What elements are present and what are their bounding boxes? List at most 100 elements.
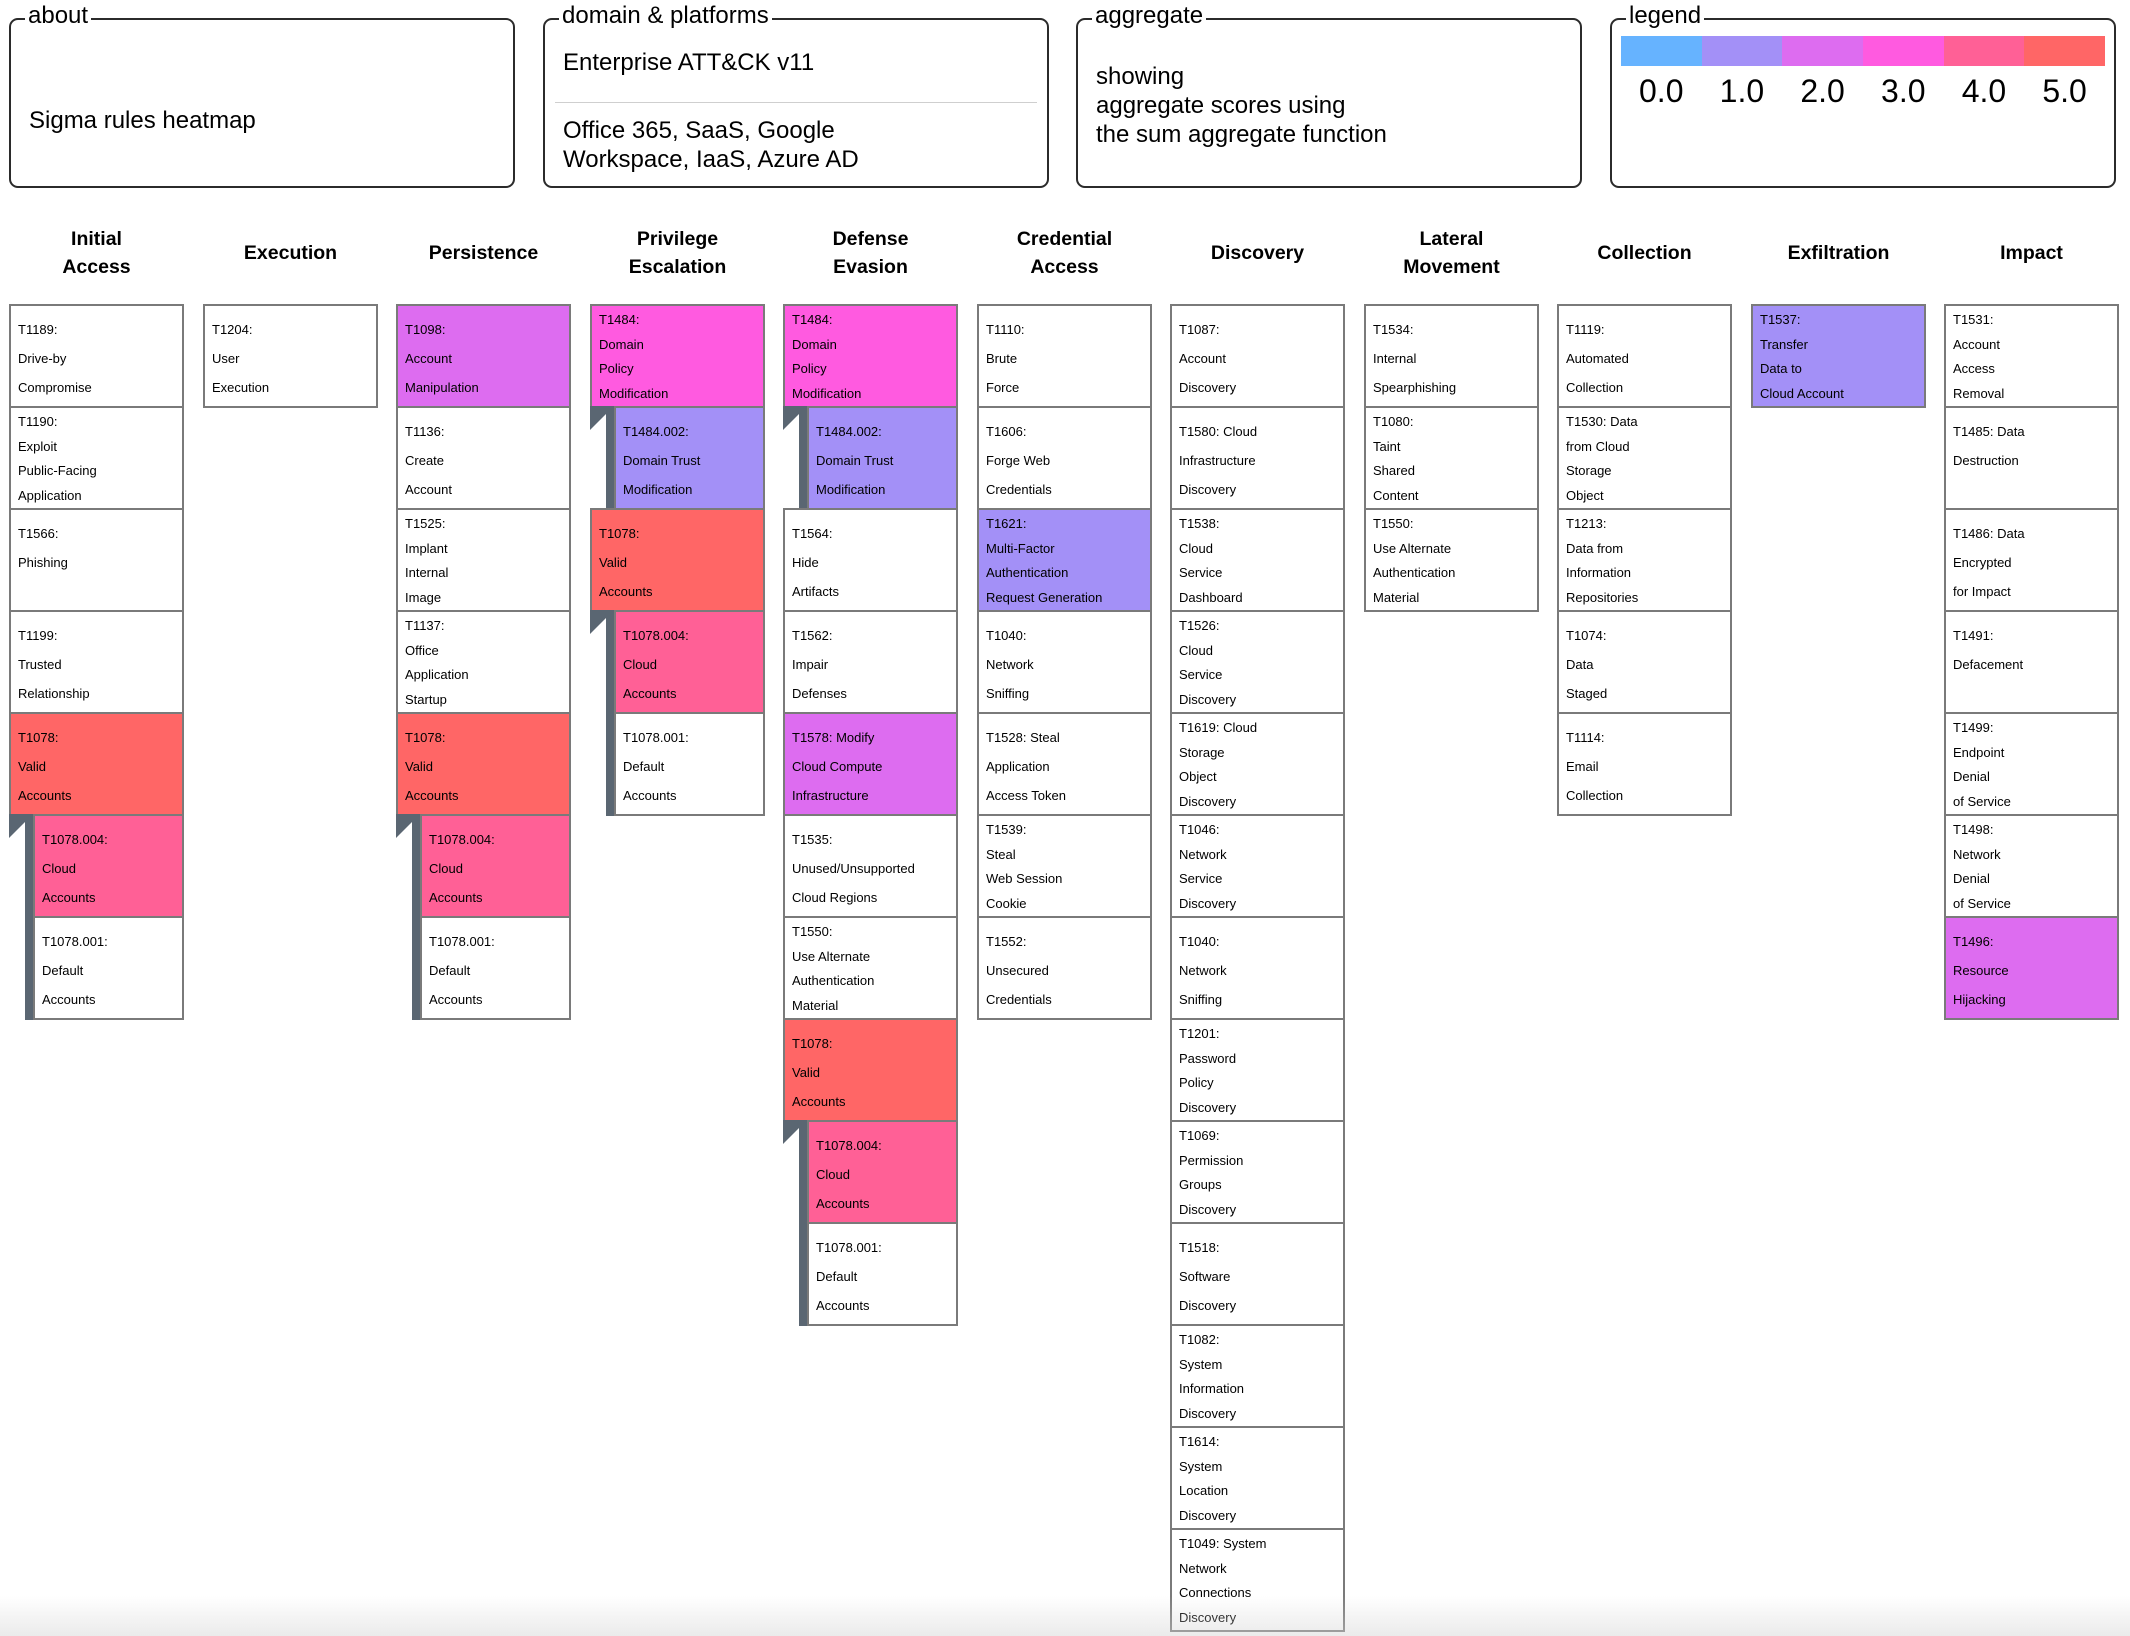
tactic-header[interactable]: Credential Access xyxy=(1016,228,1113,278)
technique-cell[interactable]: T1484: Domain Policy Modification xyxy=(783,304,958,408)
technique-label: T1049: System Network Connections Discov… xyxy=(1179,1536,1267,1625)
technique-cell[interactable]: T1499: Endpoint Denial of Service xyxy=(1944,712,2119,816)
tactic-header[interactable]: Initial Access xyxy=(62,228,131,278)
technique-cell[interactable]: T1566: Phishing xyxy=(9,508,184,612)
technique-cell[interactable]: T1078: Valid Accounts xyxy=(590,508,765,612)
tactic-header[interactable]: Lateral Movement xyxy=(1403,228,1500,278)
technique-label: T1078.001: Default Accounts xyxy=(816,1240,882,1313)
domain-title: domain & platforms xyxy=(559,2,772,30)
technique-cell[interactable]: T1199: Trusted Relationship xyxy=(9,610,184,714)
legend-swatch: 5.0 xyxy=(2024,36,2106,108)
legend-label: 5.0 xyxy=(2042,73,2087,109)
technique-cell[interactable]: T1204: User Execution xyxy=(203,304,378,408)
technique-cell[interactable]: T1078: Valid Accounts xyxy=(783,1018,958,1122)
tactic-header[interactable]: Impact xyxy=(2000,242,2063,264)
subtechnique-sidebar xyxy=(606,610,614,714)
technique-cell[interactable]: T1136: Create Account xyxy=(396,406,571,510)
technique-cell[interactable]: T1606: Forge Web Credentials xyxy=(977,406,1152,510)
technique-label: T1136: Create Account xyxy=(405,424,452,497)
subtechnique-cell[interactable]: T1078.001: Default Accounts xyxy=(807,1222,958,1326)
technique-label: T1578: Modify Cloud Compute Infrastructu… xyxy=(792,730,883,803)
technique-cell[interactable]: T1189: Drive-by Compromise xyxy=(9,304,184,408)
subtechnique-cell[interactable]: T1078.004: Cloud Accounts xyxy=(420,814,571,918)
subtechnique-cell[interactable]: T1078.004: Cloud Accounts xyxy=(33,814,184,918)
technique-cell[interactable]: T1538: Cloud Service Dashboard xyxy=(1170,508,1345,612)
technique-label: T1526: Cloud Service Discovery xyxy=(1179,618,1237,707)
technique-cell[interactable]: T1534: Internal Spearphishing xyxy=(1364,304,1539,408)
technique-cell[interactable]: T1528: Steal Application Access Token xyxy=(977,712,1152,816)
technique-cell[interactable]: T1040: Network Sniffing xyxy=(977,610,1152,714)
technique-cell[interactable]: T1562: Impair Defenses xyxy=(783,610,958,714)
technique-cell[interactable]: T1049: System Network Connections Discov… xyxy=(1170,1528,1345,1632)
technique-cell[interactable]: T1564: Hide Artifacts xyxy=(783,508,958,612)
tactic-header[interactable]: Exfiltration xyxy=(1787,242,1890,264)
technique-cell[interactable]: T1040: Network Sniffing xyxy=(1170,916,1345,1020)
subtechnique-cell[interactable]: T1078.001: Default Accounts xyxy=(614,712,765,816)
technique-label: T1538: Cloud Service Dashboard xyxy=(1179,516,1243,605)
technique-cell[interactable]: T1518: Software Discovery xyxy=(1170,1222,1345,1326)
technique-label: T1069: Permission Groups Discovery xyxy=(1179,1128,1244,1217)
technique-cell[interactable]: T1550: Use Alternate Authentication Mate… xyxy=(783,916,958,1020)
tactic-header[interactable]: Privilege Escalation xyxy=(628,228,727,278)
technique-cell[interactable]: T1082: System Information Discovery xyxy=(1170,1324,1345,1428)
technique-cell[interactable]: T1087: Account Discovery xyxy=(1170,304,1345,408)
technique-label: T1078.004: Cloud Accounts xyxy=(816,1138,882,1211)
technique-cell[interactable]: T1496: Resource Hijacking xyxy=(1944,916,2119,1020)
technique-cell[interactable]: T1080: Taint Shared Content xyxy=(1364,406,1539,510)
technique-cell[interactable]: T1137: Office Application Startup xyxy=(396,610,571,714)
technique-label: T1496: Resource Hijacking xyxy=(1953,934,2009,1007)
technique-cell[interactable]: T1484: Domain Policy Modification xyxy=(590,304,765,408)
technique-cell[interactable]: T1078: Valid Accounts xyxy=(9,712,184,816)
subtechnique-cell[interactable]: T1078.001: Default Accounts xyxy=(420,916,571,1020)
subtechnique-cell[interactable]: T1484.002: Domain Trust Modification xyxy=(807,406,958,510)
subtechnique-cell[interactable]: T1078.004: Cloud Accounts xyxy=(807,1120,958,1224)
technique-cell[interactable]: T1098: Account Manipulation xyxy=(396,304,571,408)
technique-cell[interactable]: T1190: Exploit Public-Facing Application xyxy=(9,406,184,510)
technique-cell[interactable]: T1619: Cloud Storage Object Discovery xyxy=(1170,712,1345,816)
technique-cell[interactable]: T1552: Unsecured Credentials xyxy=(977,916,1152,1020)
technique-cell[interactable]: T1046: Network Service Discovery xyxy=(1170,814,1345,918)
technique-cell[interactable]: T1110: Brute Force xyxy=(977,304,1152,408)
technique-cell[interactable]: T1525: Implant Internal Image xyxy=(396,508,571,612)
technique-cell[interactable]: T1486: Data Encrypted for Impact xyxy=(1944,508,2119,612)
technique-label: T1080: Taint Shared Content xyxy=(1373,414,1419,503)
aggregate-panel: aggregate showing aggregate scores using… xyxy=(1076,2,1582,188)
subtechnique-cell[interactable]: T1484.002: Domain Trust Modification xyxy=(614,406,765,510)
subtechnique-cell[interactable]: T1078.001: Default Accounts xyxy=(33,916,184,1020)
technique-cell[interactable]: T1578: Modify Cloud Compute Infrastructu… xyxy=(783,712,958,816)
technique-cell[interactable]: T1119: Automated Collection xyxy=(1557,304,1732,408)
technique-cell[interactable]: T1498: Network Denial of Service xyxy=(1944,814,2119,918)
technique-label: T1484: Domain Policy Modification xyxy=(599,312,669,401)
technique-label: T1485: Data Destruction xyxy=(1953,424,2025,468)
tactic-header[interactable]: Collection xyxy=(1597,242,1692,264)
legend-label: 3.0 xyxy=(1881,73,1926,109)
technique-cell[interactable]: T1078: Valid Accounts xyxy=(396,712,571,816)
technique-cell[interactable]: T1530: Data from Cloud Storage Object xyxy=(1557,406,1732,510)
technique-cell[interactable]: T1201: Password Policy Discovery xyxy=(1170,1018,1345,1122)
legend-swatch: 4.0 xyxy=(1943,36,2025,108)
technique-cell[interactable]: T1485: Data Destruction xyxy=(1944,406,2119,510)
technique-label: T1137: Office Application Startup xyxy=(405,618,469,707)
technique-cell[interactable]: T1531: Account Access Removal xyxy=(1944,304,2119,408)
tactic-header[interactable]: Discovery xyxy=(1210,242,1305,264)
technique-label: T1534: Internal Spearphishing xyxy=(1373,322,1457,395)
subtechnique-cell[interactable]: T1078.004: Cloud Accounts xyxy=(614,610,765,714)
subtechnique-sidebar xyxy=(799,406,807,510)
technique-cell[interactable]: T1550: Use Alternate Authentication Mate… xyxy=(1364,508,1539,612)
tactic-header[interactable]: Defense Evasion xyxy=(832,228,909,278)
technique-cell[interactable]: T1537: Transfer Data to Cloud Account xyxy=(1751,304,1926,408)
technique-cell[interactable]: T1614: System Location Discovery xyxy=(1170,1426,1345,1530)
technique-cell[interactable]: T1069: Permission Groups Discovery xyxy=(1170,1120,1345,1224)
technique-cell[interactable]: T1539: Steal Web Session Cookie xyxy=(977,814,1152,918)
technique-cell[interactable]: T1580: Cloud Infrastructure Discovery xyxy=(1170,406,1345,510)
technique-cell[interactable]: T1535: Unused/Unsupported Cloud Regions xyxy=(783,814,958,918)
technique-cell[interactable]: T1114: Email Collection xyxy=(1557,712,1732,816)
tactic-header[interactable]: Execution xyxy=(243,242,338,264)
tactic-header[interactable]: Persistence xyxy=(428,242,539,264)
technique-label: T1204: User Execution xyxy=(212,322,270,395)
technique-cell[interactable]: T1621: Multi-Factor Authentication Reque… xyxy=(977,508,1152,612)
technique-cell[interactable]: T1074: Data Staged xyxy=(1557,610,1732,714)
technique-cell[interactable]: T1491: Defacement xyxy=(1944,610,2119,714)
technique-cell[interactable]: T1526: Cloud Service Discovery xyxy=(1170,610,1345,714)
technique-cell[interactable]: T1213: Data from Information Repositorie… xyxy=(1557,508,1732,612)
